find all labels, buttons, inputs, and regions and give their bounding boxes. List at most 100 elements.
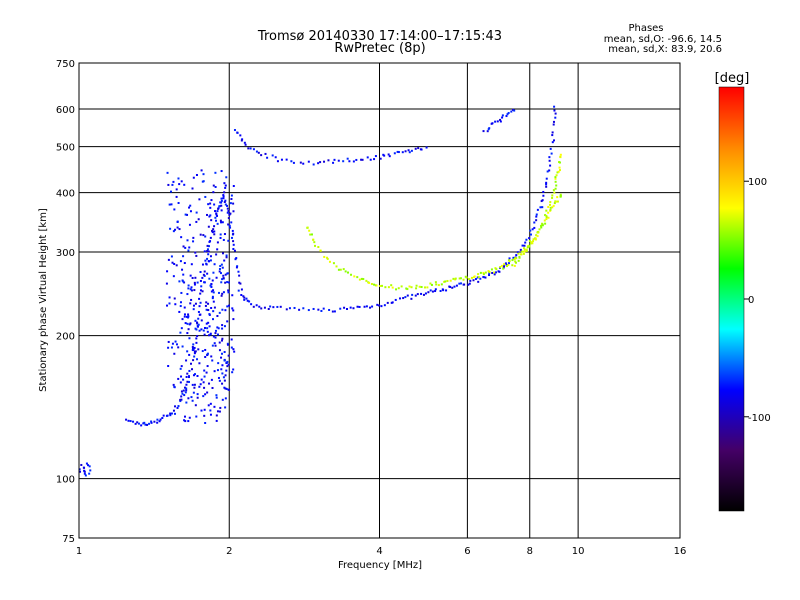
data-point [342, 160, 345, 163]
data-point [410, 149, 413, 152]
data-point [212, 184, 215, 187]
data-point [299, 161, 302, 164]
data-point [218, 379, 221, 382]
data-point [365, 279, 368, 282]
data-point [217, 376, 220, 379]
data-point [373, 283, 376, 286]
data-point [555, 184, 558, 187]
data-point [391, 286, 394, 289]
data-point [214, 336, 217, 339]
data-point [177, 377, 180, 380]
data-point [215, 419, 218, 422]
data-point [490, 268, 493, 271]
data-point [353, 275, 356, 278]
data-point [188, 416, 191, 419]
data-point [541, 206, 544, 209]
data-point [209, 332, 212, 335]
data-point [192, 391, 195, 394]
data-point [194, 404, 197, 407]
data-point [209, 402, 212, 405]
data-point [88, 465, 91, 468]
data-point [172, 383, 175, 386]
data-point [178, 228, 181, 231]
data-point [499, 120, 502, 123]
data-point [183, 281, 186, 284]
data-point [328, 308, 331, 311]
data-point [420, 285, 423, 288]
y-tick-labels: 75 100 200 300 400 500 600 750 [56, 59, 75, 545]
data-point [167, 346, 170, 349]
data-point [232, 232, 235, 235]
data-point [227, 239, 230, 242]
data-point [223, 325, 226, 328]
data-point [222, 291, 225, 294]
data-point [506, 265, 509, 268]
data-point [79, 470, 82, 473]
data-point [248, 300, 251, 303]
data-point [545, 183, 548, 186]
data-point [555, 200, 558, 203]
data-point [202, 329, 205, 332]
data-point [333, 310, 336, 313]
data-point [169, 227, 172, 230]
data-point [445, 289, 448, 292]
data-point [468, 282, 471, 285]
data-point [470, 276, 473, 279]
data-point [192, 343, 195, 346]
data-point [488, 274, 491, 277]
data-point [88, 472, 91, 475]
data-point [558, 169, 561, 172]
data-point [206, 257, 209, 260]
data-point [505, 115, 508, 118]
data-point [210, 283, 213, 286]
data-point [472, 279, 475, 282]
data-point [226, 360, 229, 363]
data-point [198, 305, 201, 308]
data-point [500, 264, 503, 267]
data-point [317, 162, 320, 165]
data-point [199, 233, 202, 236]
data-point [213, 306, 216, 309]
data-point [177, 346, 180, 349]
data-point [212, 335, 215, 338]
data-point [202, 381, 205, 384]
data-point [451, 286, 454, 289]
data-point [559, 194, 562, 197]
data-point [508, 257, 511, 260]
data-point [522, 247, 525, 250]
data-point [191, 349, 194, 352]
x-tick-label: 10 [572, 546, 585, 557]
data-point [541, 224, 544, 227]
data-point [513, 258, 516, 261]
data-point [493, 271, 496, 274]
data-point [221, 266, 224, 269]
data-point [186, 322, 189, 325]
data-point [243, 296, 246, 299]
data-point [285, 308, 288, 311]
data-point [230, 221, 233, 224]
data-point [491, 122, 494, 125]
data-point [533, 221, 536, 224]
data-point [227, 363, 230, 366]
data-point [343, 306, 346, 309]
data-point [186, 239, 189, 242]
data-point [378, 304, 381, 307]
data-point [494, 120, 497, 123]
data-point [195, 254, 198, 257]
data-point [219, 272, 222, 275]
data-point [217, 327, 220, 330]
data-point [78, 468, 81, 471]
data-point [215, 253, 218, 256]
data-point [405, 287, 408, 290]
data-point [229, 226, 232, 229]
data-point [415, 284, 418, 287]
data-point [192, 374, 195, 377]
data-point [363, 305, 366, 308]
data-point [85, 462, 88, 465]
data-point [173, 262, 176, 265]
data-point [172, 409, 175, 412]
data-point [187, 287, 190, 290]
data-point [467, 283, 470, 286]
data-point [213, 405, 216, 408]
data-point [174, 340, 177, 343]
